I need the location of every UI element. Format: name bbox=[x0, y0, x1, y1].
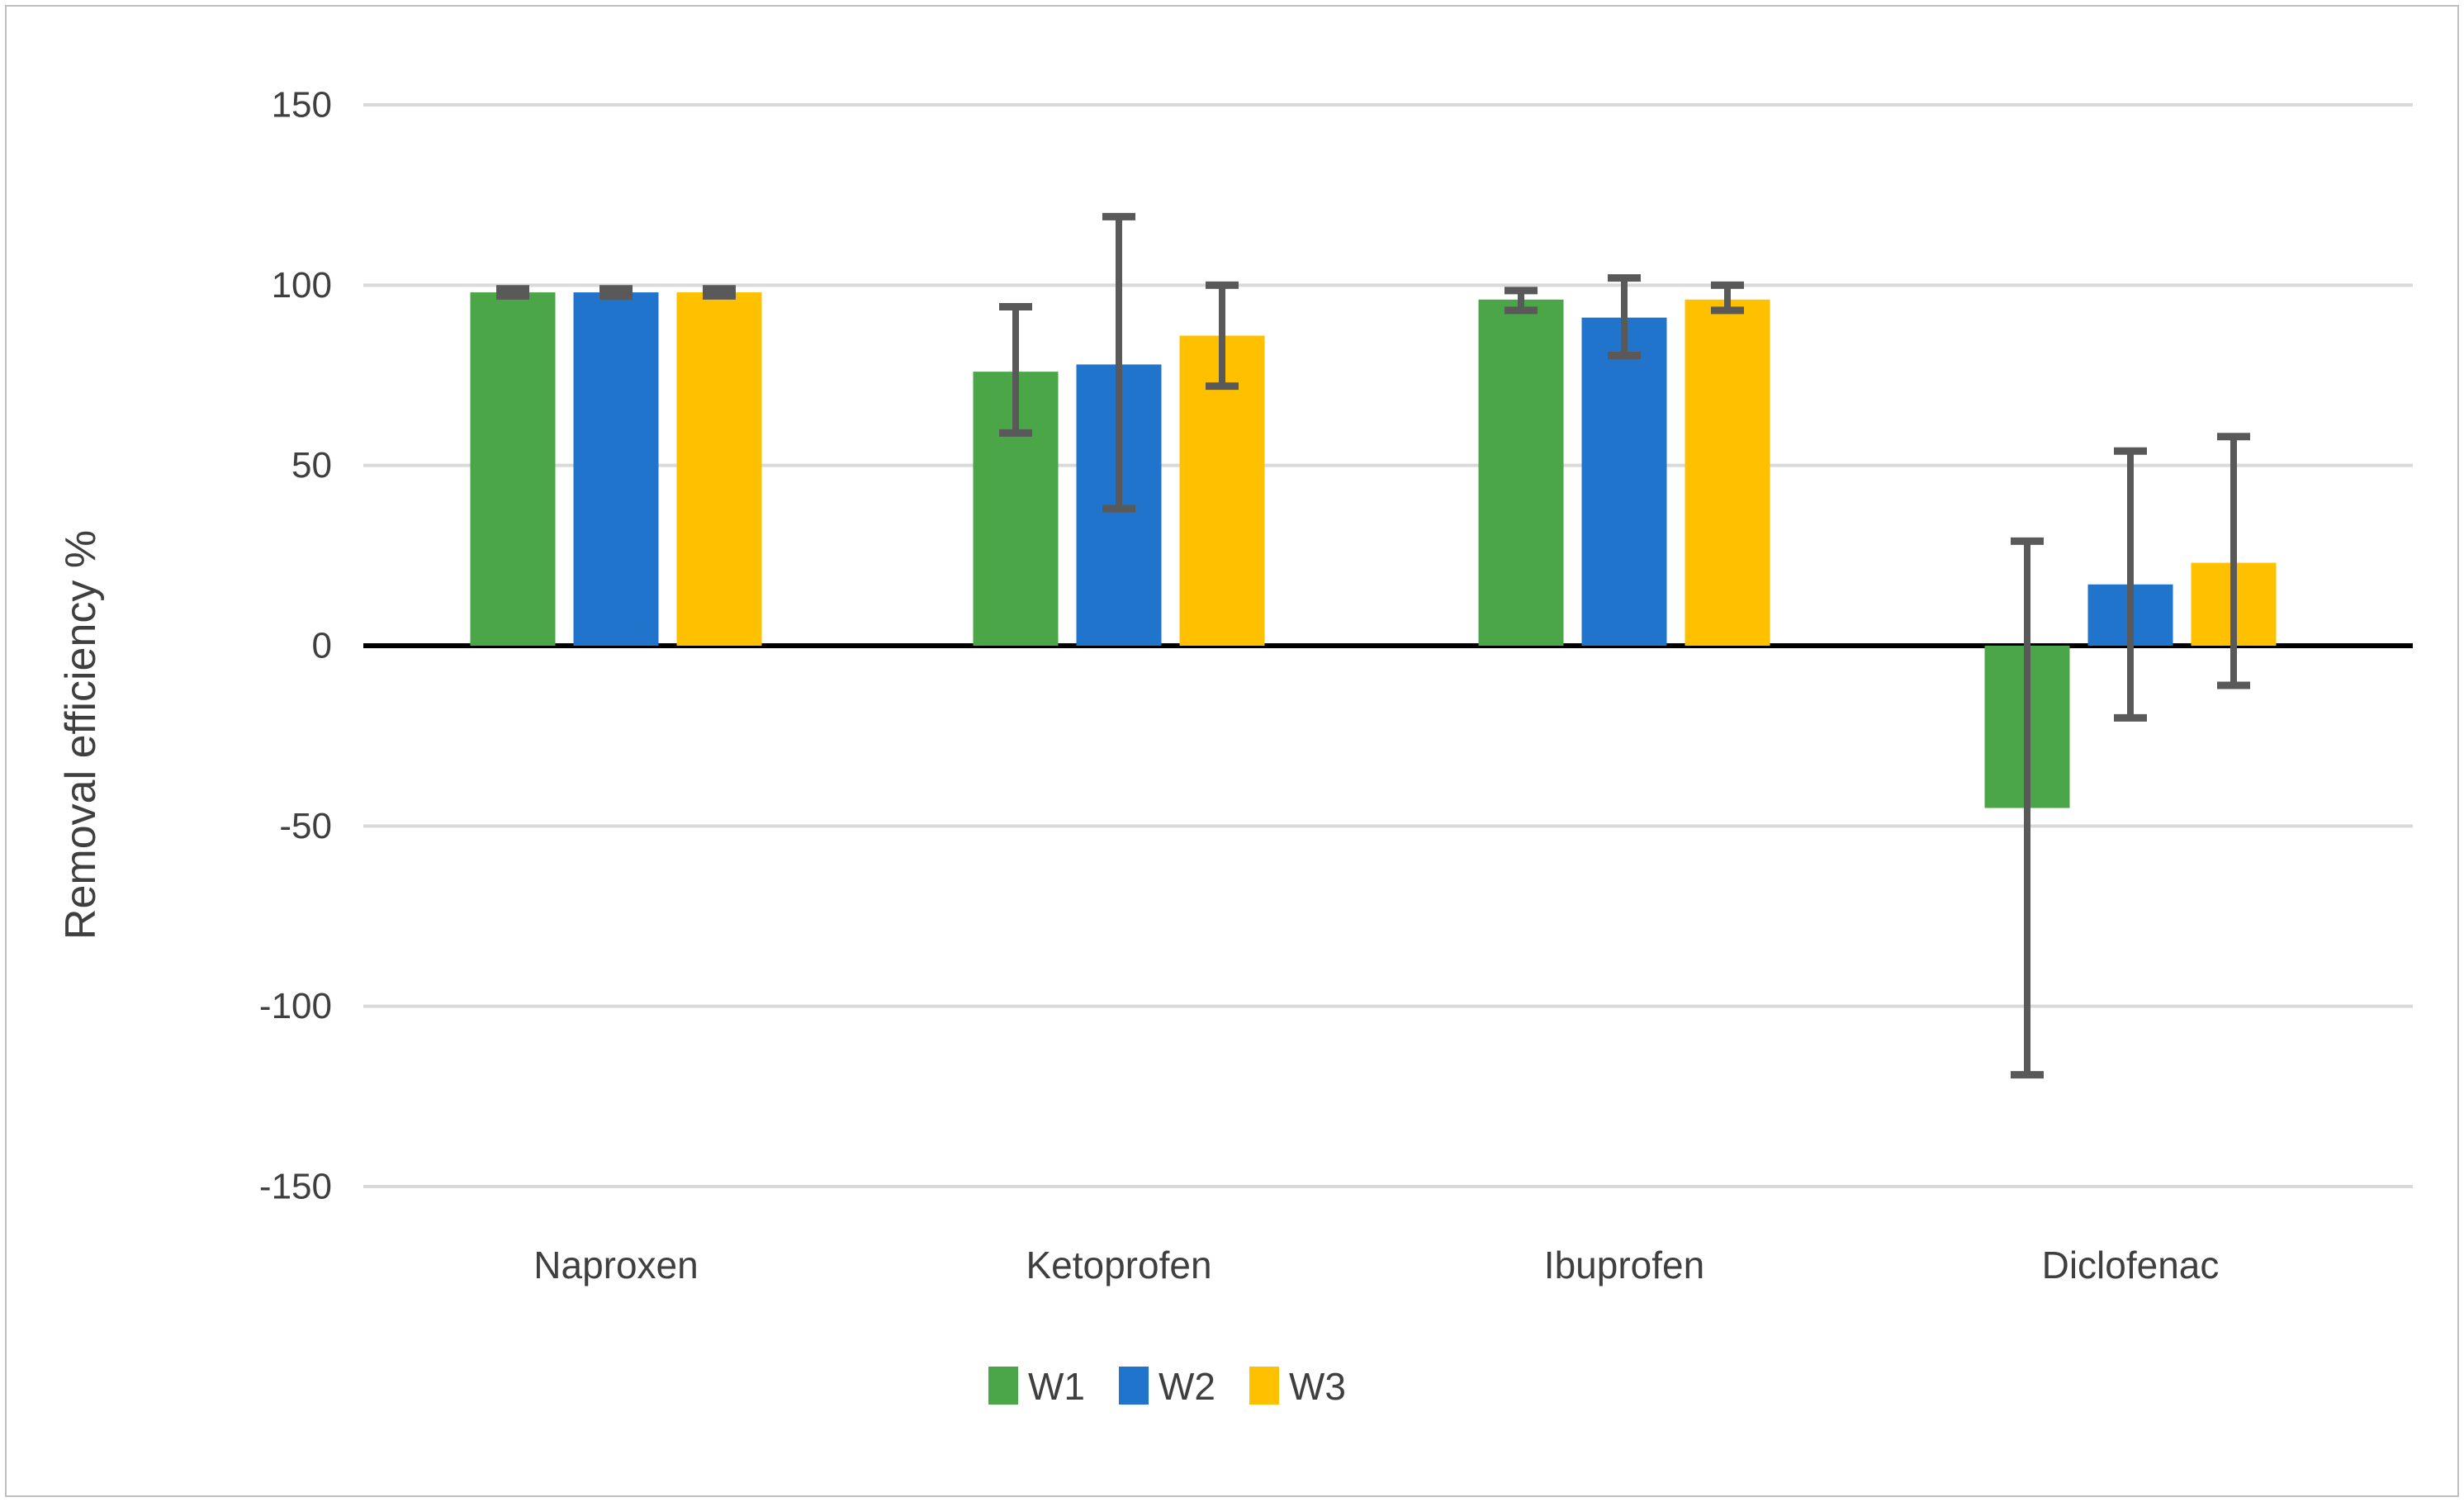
errorbar-w1-ibuprofen bbox=[1504, 287, 1538, 315]
error-bars bbox=[496, 212, 2250, 1079]
category-label-ketoprofen: Ketoprofen bbox=[1026, 1244, 1211, 1286]
legend: W1 W2 W3 bbox=[988, 1365, 1346, 1408]
y-axis-title: Removal efficiency % bbox=[57, 530, 105, 940]
bar-w2-naproxen bbox=[573, 292, 659, 646]
bar-w3-naproxen bbox=[676, 292, 762, 646]
y-tick-label--100: -100 bbox=[259, 986, 332, 1026]
legend-item-w3: W3 bbox=[1249, 1365, 1346, 1408]
y-axis-tick-labels: 150 100 50 0 -50 -100 -150 bbox=[259, 84, 332, 1206]
y-tick-label-150: 150 bbox=[272, 84, 332, 125]
legend-swatch-w2 bbox=[1119, 1367, 1149, 1405]
y-tick-label--150: -150 bbox=[259, 1167, 332, 1207]
legend-swatch-w1 bbox=[988, 1367, 1018, 1405]
errorbar-w3-ketoprofen bbox=[1206, 281, 1239, 391]
legend-label-w2: W2 bbox=[1159, 1365, 1215, 1408]
bar-w2-ibuprofen bbox=[1581, 317, 1667, 646]
legend-label-w3: W3 bbox=[1289, 1365, 1346, 1408]
errorbar-w3-naproxen bbox=[703, 285, 736, 300]
errorbar-w1-diclofenac bbox=[2011, 537, 2044, 1079]
legend-label-w1: W1 bbox=[1028, 1365, 1085, 1408]
bar-w3-ibuprofen bbox=[1685, 299, 1770, 646]
category-label-ibuprofen: Ibuprofen bbox=[1544, 1244, 1704, 1286]
errorbar-w2-diclofenac bbox=[2114, 447, 2147, 722]
bar-w1-naproxen bbox=[470, 292, 556, 646]
bars bbox=[470, 292, 2277, 808]
legend-swatch-w3 bbox=[1249, 1367, 1279, 1405]
errorbar-w3-ibuprofen bbox=[1711, 281, 1744, 315]
errorbar-w2-ketoprofen bbox=[1102, 212, 1135, 513]
errorbar-w1-ketoprofen bbox=[999, 303, 1032, 437]
bar-w1-ibuprofen bbox=[1478, 299, 1564, 646]
legend-item-w1: W1 bbox=[988, 1365, 1085, 1408]
y-tick-label-100: 100 bbox=[272, 265, 332, 306]
errorbar-w1-naproxen bbox=[496, 285, 529, 300]
y-tick-label-0: 0 bbox=[312, 626, 332, 666]
errorbar-w2-naproxen bbox=[599, 285, 633, 300]
legend-item-w2: W2 bbox=[1119, 1365, 1215, 1408]
errorbar-w2-ibuprofen bbox=[1608, 274, 1641, 359]
category-label-naproxen: Naproxen bbox=[533, 1244, 698, 1286]
x-axis-category-labels: Naproxen Ketoprofen Ibuprofen Diclofenac bbox=[533, 1244, 2219, 1286]
category-label-diclofenac: Diclofenac bbox=[2042, 1244, 2220, 1286]
errorbar-w3-diclofenac bbox=[2217, 433, 2250, 689]
y-tick-label-50: 50 bbox=[291, 445, 332, 486]
y-tick-label--50: -50 bbox=[279, 806, 332, 846]
